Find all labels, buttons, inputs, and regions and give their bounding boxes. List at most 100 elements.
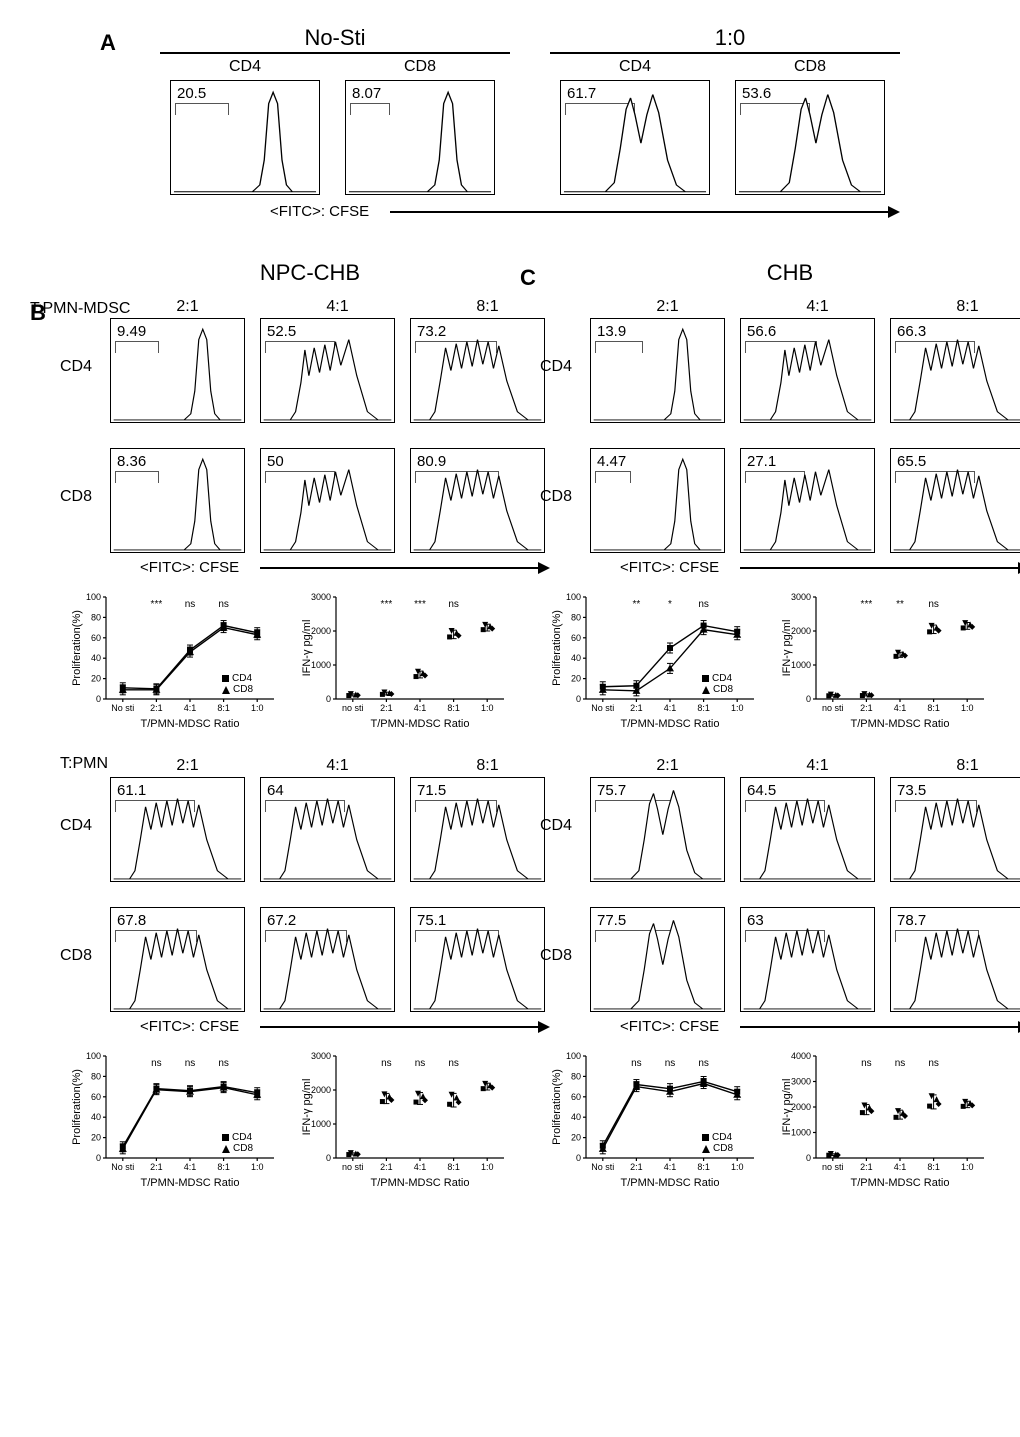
histogram-plot: 52.5 xyxy=(260,318,395,423)
scatter-plot: 020406080100No sti2:14:18:11:0T/PMN-MDSC… xyxy=(70,1048,280,1188)
histogram-plot: 13.9 xyxy=(590,318,725,423)
svg-text:0: 0 xyxy=(96,694,101,704)
histogram-plot: 4.47 xyxy=(590,448,725,553)
scatter-plot: 0100020003000no sti2:14:18:11:0T/PMN-MDS… xyxy=(300,589,510,729)
series-legend: CD4CD8 xyxy=(222,673,253,695)
svg-text:4:1: 4:1 xyxy=(414,1162,427,1172)
ratio-header: 4:1 xyxy=(270,298,405,316)
svg-text:ns: ns xyxy=(698,599,709,610)
row-label: CD4 xyxy=(540,358,572,376)
svg-text:***: *** xyxy=(151,599,163,610)
svg-text:100: 100 xyxy=(86,592,101,602)
svg-text:ns: ns xyxy=(185,599,196,610)
svg-text:2:1: 2:1 xyxy=(630,703,643,713)
svg-text:1:0: 1:0 xyxy=(251,1162,264,1172)
svg-text:ns: ns xyxy=(861,1058,872,1069)
svg-text:8:1: 8:1 xyxy=(447,703,460,713)
histogram-svg xyxy=(891,449,1020,552)
ratio-header: 2:1 xyxy=(120,298,255,316)
scatter-plot: 020406080100No sti2:14:18:11:0T/PMN-MDSC… xyxy=(550,589,760,729)
x-axis-label: <FITC>: CFSE xyxy=(140,1018,239,1035)
svg-text:4:1: 4:1 xyxy=(184,703,197,713)
histogram-plot: 61.7 xyxy=(560,80,710,195)
histogram-svg xyxy=(346,81,494,194)
svg-text:1:0: 1:0 xyxy=(481,1162,494,1172)
series-legend: CD4CD8 xyxy=(222,1132,253,1154)
svg-text:4:1: 4:1 xyxy=(664,703,677,713)
svg-text:1:0: 1:0 xyxy=(731,1162,744,1172)
svg-text:ns: ns xyxy=(895,1058,906,1069)
svg-text:1:0: 1:0 xyxy=(961,1162,974,1172)
svg-text:T/PMN-MDSC Ratio: T/PMN-MDSC Ratio xyxy=(850,1177,949,1189)
ratio-header: 8:1 xyxy=(420,298,555,316)
histogram-plot: 66.3 xyxy=(890,318,1020,423)
svg-text:1:0: 1:0 xyxy=(251,703,264,713)
histogram-plot: 73.2 xyxy=(410,318,545,423)
svg-text:40: 40 xyxy=(571,653,581,663)
svg-text:0: 0 xyxy=(576,694,581,704)
ratio-header: 4:1 xyxy=(750,757,885,775)
svg-text:2:1: 2:1 xyxy=(380,1162,393,1172)
svg-text:4:1: 4:1 xyxy=(894,1162,907,1172)
arrow-head-icon xyxy=(538,1021,550,1033)
svg-text:0: 0 xyxy=(96,1153,101,1163)
histogram-plot: 67.2 xyxy=(260,907,395,1012)
svg-text:2000: 2000 xyxy=(311,1085,331,1095)
histogram-svg xyxy=(591,319,724,422)
svg-text:2000: 2000 xyxy=(791,626,811,636)
svg-text:4:1: 4:1 xyxy=(894,703,907,713)
cell-label: CD8 xyxy=(345,58,495,76)
svg-text:ns: ns xyxy=(928,1058,939,1069)
svg-text:100: 100 xyxy=(566,592,581,602)
histogram-svg xyxy=(741,319,874,422)
histogram-svg xyxy=(591,449,724,552)
svg-text:T/PMN-MDSC Ratio: T/PMN-MDSC Ratio xyxy=(620,1177,719,1189)
x-axis-arrow xyxy=(390,211,890,213)
histogram-svg xyxy=(111,319,244,422)
row-label: CD8 xyxy=(540,947,572,965)
histogram-svg xyxy=(591,908,724,1011)
histogram-plot: 61.1 xyxy=(110,777,245,882)
svg-text:2:1: 2:1 xyxy=(860,703,873,713)
arrow-head-icon xyxy=(538,562,550,574)
svg-text:0: 0 xyxy=(806,1153,811,1163)
svg-text:2:1: 2:1 xyxy=(630,1162,643,1172)
ratio-header: 8:1 xyxy=(900,757,1020,775)
histogram-svg xyxy=(261,908,394,1011)
svg-text:8:1: 8:1 xyxy=(217,1162,230,1172)
svg-text:No sti: No sti xyxy=(591,1162,614,1172)
svg-text:8:1: 8:1 xyxy=(697,1162,710,1172)
histogram-svg xyxy=(736,81,884,194)
svg-text:2:1: 2:1 xyxy=(150,1162,163,1172)
histogram-svg xyxy=(891,319,1020,422)
svg-text:20: 20 xyxy=(91,1133,101,1143)
svg-text:2:1: 2:1 xyxy=(150,703,163,713)
svg-text:8:1: 8:1 xyxy=(697,703,710,713)
histogram-plot: 8.36 xyxy=(110,448,245,553)
svg-text:1000: 1000 xyxy=(311,660,331,670)
title-npc-chb: NPC-CHB xyxy=(210,260,410,286)
scatter-svg: 020406080100No sti2:14:18:11:0T/PMN-MDSC… xyxy=(70,589,280,729)
cell-label: CD4 xyxy=(560,58,710,76)
svg-text:1:0: 1:0 xyxy=(731,703,744,713)
svg-text:20: 20 xyxy=(571,1133,581,1143)
x-axis-label: <FITC>: CFSE xyxy=(270,203,369,220)
histogram-plot: 75.7 xyxy=(590,777,725,882)
svg-text:0: 0 xyxy=(326,1153,331,1163)
svg-text:60: 60 xyxy=(91,1092,101,1102)
svg-text:2000: 2000 xyxy=(791,1102,811,1112)
svg-text:IFN-γ pg/ml: IFN-γ pg/ml xyxy=(781,620,793,677)
svg-text:T/PMN-MDSC Ratio: T/PMN-MDSC Ratio xyxy=(850,718,949,730)
svg-text:3000: 3000 xyxy=(311,1051,331,1061)
svg-text:4:1: 4:1 xyxy=(664,1162,677,1172)
svg-text:80: 80 xyxy=(571,1071,581,1081)
histogram-plot: 67.8 xyxy=(110,907,245,1012)
svg-text:Proliferation(%): Proliferation(%) xyxy=(551,1069,563,1145)
svg-text:***: *** xyxy=(414,599,426,610)
histogram-svg xyxy=(411,778,544,881)
svg-text:ns: ns xyxy=(631,1058,642,1069)
scatter-plot: 020406080100No sti2:14:18:11:0T/PMN-MDSC… xyxy=(70,589,280,729)
svg-text:No sti: No sti xyxy=(111,1162,134,1172)
svg-text:Proliferation(%): Proliferation(%) xyxy=(71,610,83,686)
histogram-plot: 71.5 xyxy=(410,777,545,882)
